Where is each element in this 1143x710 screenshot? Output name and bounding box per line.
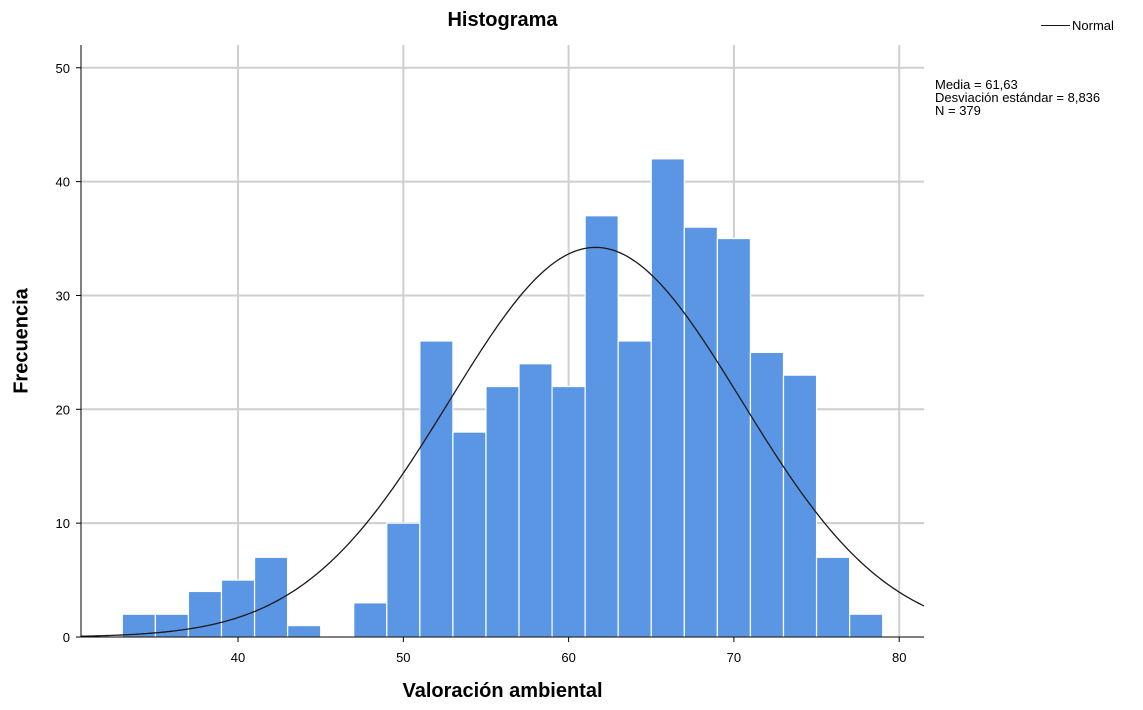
y-tick-label: 50: [56, 61, 70, 76]
histogram-bar: [518, 363, 553, 638]
stats-box: Media = 61,63 Desviación estándar = 8,83…: [935, 78, 1100, 117]
y-tick-label: 30: [56, 288, 70, 303]
y-tick-label: 40: [56, 175, 70, 190]
x-tick-label: 60: [561, 650, 575, 665]
legend-line-swatch: [1041, 25, 1070, 26]
x-tick-label: 40: [231, 650, 245, 665]
y-axis-label: Frecuencia: [10, 288, 33, 394]
histogram-bar: [187, 590, 223, 638]
histogram-bar: [849, 613, 884, 638]
histogram-bar: [287, 625, 322, 638]
normal-curve: [80, 246, 925, 637]
x-tick-label: 80: [892, 650, 906, 665]
histogram-bar: [749, 351, 785, 638]
x-tick-label: 70: [727, 650, 741, 665]
histogram-bar: [584, 215, 619, 638]
y-tick-label: 0: [63, 630, 70, 645]
histogram-bar: [353, 602, 388, 638]
axes: [76, 45, 924, 642]
histogram-bars: [121, 158, 884, 638]
histogram-bar: [419, 340, 454, 638]
histogram-bar: [716, 237, 752, 638]
histogram-bar: [220, 579, 256, 638]
stat-std: Desviación estándar = 8,836: [935, 90, 1101, 105]
histogram-bar: [452, 431, 487, 638]
y-tick-label: 10: [56, 516, 70, 531]
stat-n: N = 379: [935, 103, 981, 118]
legend: Normal: [1041, 18, 1114, 33]
legend-label-normal: Normal: [1072, 18, 1114, 33]
tick-labels: 0 10 20 30 40 50 40 50 60 70 80: [56, 61, 907, 665]
histogram-bar: [650, 158, 685, 638]
histogram-bar: [617, 340, 652, 638]
y-tick-label: 20: [56, 402, 70, 417]
histogram-bar: [815, 556, 851, 638]
stat-mean: Media = 61,63: [935, 77, 1018, 92]
x-axis-label: Valoración ambiental: [402, 680, 603, 702]
histogram-bar: [551, 385, 586, 638]
x-tick-label: 50: [396, 650, 410, 665]
histogram-bar: [154, 613, 190, 638]
histogram-bar: [386, 522, 421, 638]
histogram-bar: [485, 385, 520, 638]
chart-title: Histograma: [447, 9, 558, 31]
histogram-bar: [683, 226, 718, 638]
